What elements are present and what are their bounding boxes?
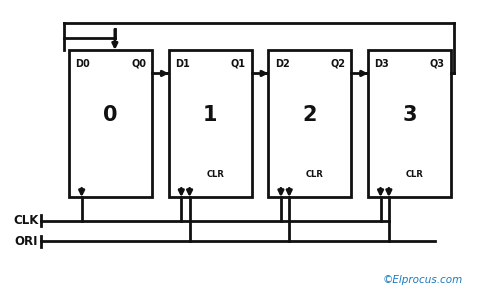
Text: CLR: CLR: [206, 170, 224, 179]
Text: D3: D3: [374, 59, 389, 69]
Text: D1: D1: [175, 59, 190, 69]
Text: 3: 3: [402, 105, 417, 125]
Text: Q1: Q1: [231, 59, 246, 69]
Text: Q2: Q2: [330, 59, 345, 69]
Text: D0: D0: [75, 59, 90, 69]
Text: ©Elprocus.com: ©Elprocus.com: [383, 275, 463, 285]
Text: 1: 1: [203, 105, 217, 125]
Text: Q0: Q0: [131, 59, 146, 69]
Text: CLR: CLR: [306, 170, 324, 179]
Text: CLK: CLK: [13, 214, 38, 227]
Text: Q3: Q3: [430, 59, 445, 69]
Text: ORI: ORI: [15, 235, 38, 248]
Bar: [169, 50, 252, 197]
Text: CLR: CLR: [406, 170, 423, 179]
Text: 0: 0: [104, 105, 118, 125]
Bar: [268, 50, 351, 197]
Bar: [69, 50, 152, 197]
Text: D2: D2: [275, 59, 289, 69]
Text: 2: 2: [303, 105, 317, 125]
Bar: [368, 50, 451, 197]
